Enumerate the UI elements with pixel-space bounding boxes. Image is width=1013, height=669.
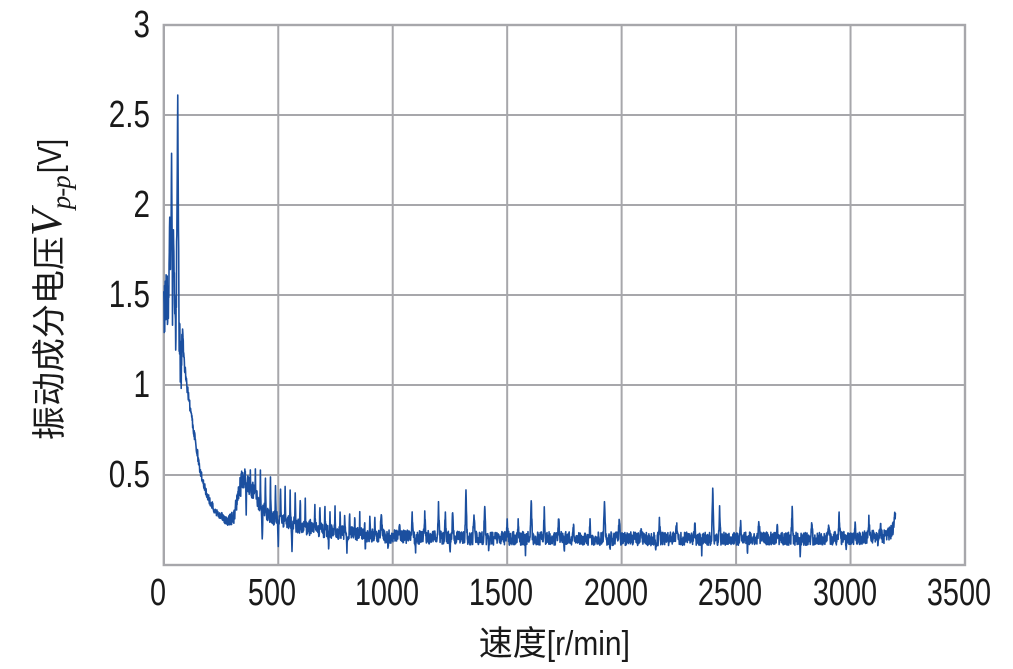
y-axis-variable-subscript: p-p [45,176,76,210]
y-axis-title-prefix: 振动成分电压 [31,236,69,441]
x-axis-title-text: 速度 [478,625,547,663]
y-axis-title: 振动成分电压Vp-p[V] [22,136,76,441]
x-tick-label: 2500 [697,572,763,614]
x-tick-label: 1000 [354,572,419,614]
y-tick-label: 0.5 [108,454,150,496]
y-tick-label: 1 [133,364,150,406]
y-axis-unit: [V] [31,138,68,174]
y-tick-label: 2.5 [108,94,150,136]
x-tick-label: 3500 [926,572,992,614]
data-series-line [163,94,897,558]
x-axis-title-unit: [r/min] [546,625,630,663]
x-tick-label: 1500 [469,572,534,614]
x-tick-label: 0 [149,572,166,614]
y-tick-label: 3 [133,4,150,46]
x-tick-label: 3000 [812,572,877,614]
x-axis-title: 速度[r/min] [479,627,641,661]
y-axis-variable-symbol: V [22,209,71,237]
x-tick-label: 2000 [583,572,648,614]
y-tick-label: 1.5 [108,274,150,316]
x-tick-label: 500 [248,572,297,614]
y-tick-label: 2 [133,184,150,226]
